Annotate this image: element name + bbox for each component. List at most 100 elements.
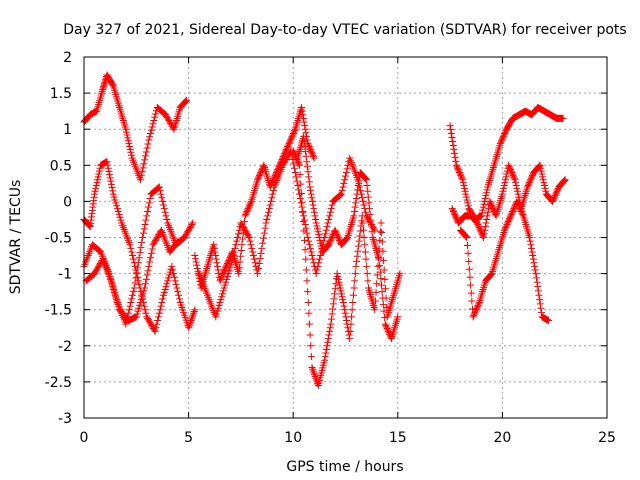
data-point-interp [541, 184, 549, 192]
data-point-interp [308, 148, 316, 156]
data-point [191, 252, 199, 260]
data-point-interp [284, 143, 292, 151]
data-point-interp [308, 197, 316, 205]
data-point-interp [95, 170, 103, 178]
data-point-interp [464, 199, 472, 207]
data-point-interp [229, 252, 237, 260]
data-point-interp [150, 239, 158, 247]
data-point-interp [537, 167, 545, 175]
data-point-interp [283, 154, 291, 162]
data-point-interp [313, 266, 321, 274]
data-point-interp [174, 288, 182, 296]
data-point [141, 284, 149, 292]
data-point-interp [352, 195, 360, 203]
data-point-interp [326, 208, 334, 216]
data-point-interp [316, 236, 324, 244]
data-point-interp [188, 221, 196, 229]
data-point-interp [309, 255, 317, 263]
data-point-interp [317, 242, 325, 250]
data-point-interp [127, 151, 135, 159]
data-point-interp [284, 153, 292, 161]
data-point-interp [182, 97, 190, 105]
data-point-interp [255, 259, 263, 267]
data-point-interp [309, 365, 317, 373]
data-point-interp [533, 278, 541, 286]
data-point-interp [380, 307, 388, 315]
data-point-interp [360, 234, 368, 241]
data-point-interp [471, 309, 479, 317]
data-point-interp [270, 187, 278, 195]
data-point-interp [303, 158, 311, 166]
data-point-interp [379, 294, 387, 302]
data-point-interp [377, 281, 385, 289]
data-point-interp [463, 241, 471, 249]
data-point [310, 154, 318, 162]
data-point [180, 234, 188, 241]
data-point-interp [137, 296, 145, 304]
data-point-interp [239, 222, 247, 230]
data-point-interp [299, 111, 307, 119]
data-point-interp [510, 173, 518, 181]
data-point-interp [156, 187, 164, 195]
data-point-interp [332, 228, 340, 236]
data-point-interp [291, 169, 299, 177]
data-point-interp [474, 301, 482, 309]
data-point-interp [457, 171, 465, 179]
data-point-interp [94, 176, 102, 184]
data-point-interp [464, 202, 472, 210]
data-point-interp [91, 187, 99, 195]
data-point-interp [253, 266, 261, 274]
data-point-interp [141, 306, 149, 314]
data-point [298, 104, 306, 112]
data-point-interp [315, 259, 323, 267]
data-point [459, 176, 467, 184]
data-point-interp [337, 287, 345, 295]
data-point-interp [290, 128, 298, 136]
data-point-interp [512, 179, 520, 187]
data-point-interp [525, 180, 533, 188]
data-point-interp [148, 322, 156, 330]
data-point-interp [306, 145, 314, 153]
y-tick-label: -1 [58, 267, 72, 283]
data-point-interp [514, 199, 522, 207]
data-point-interp [487, 200, 495, 208]
data-point-interp [306, 241, 314, 249]
data-point-interp [186, 320, 194, 328]
data-point-interp [367, 222, 375, 230]
data-point-interp [159, 197, 167, 205]
data-point-interp [256, 254, 264, 262]
data-point-interp [114, 300, 122, 308]
data-point-interp [504, 218, 512, 226]
data-point-interp [133, 310, 141, 318]
y-tick-label: 2 [63, 50, 72, 66]
data-point-interp [149, 120, 157, 128]
data-point-interp [163, 114, 171, 122]
data-point-interp [467, 289, 475, 297]
data-point-interp [150, 117, 158, 125]
data-point-interp [306, 320, 314, 328]
series-track-11 [457, 197, 552, 325]
data-point-interp [451, 153, 459, 161]
data-point-interp [132, 274, 140, 282]
data-point-interp [163, 215, 171, 223]
data-point [544, 317, 552, 325]
data-point-interp [165, 271, 173, 279]
data-point-interp [308, 252, 316, 260]
data-point-interp [353, 257, 361, 265]
data-point-interp [140, 287, 148, 295]
data-point-interp [366, 218, 374, 226]
data-point [505, 161, 513, 169]
data-point-interp [507, 210, 515, 218]
data-point-interp [456, 169, 464, 177]
data-point-interp [378, 228, 386, 236]
data-point-interp [91, 268, 99, 276]
data-point-interp [447, 126, 455, 134]
x-tick-label: 15 [389, 430, 407, 446]
data-point-interp [267, 180, 275, 188]
data-point-interp [238, 221, 246, 229]
data-point-interp [454, 166, 462, 174]
data-point [241, 212, 249, 220]
data-point-interp [147, 320, 155, 328]
data-point [486, 197, 494, 205]
data-point-interp [294, 182, 302, 190]
